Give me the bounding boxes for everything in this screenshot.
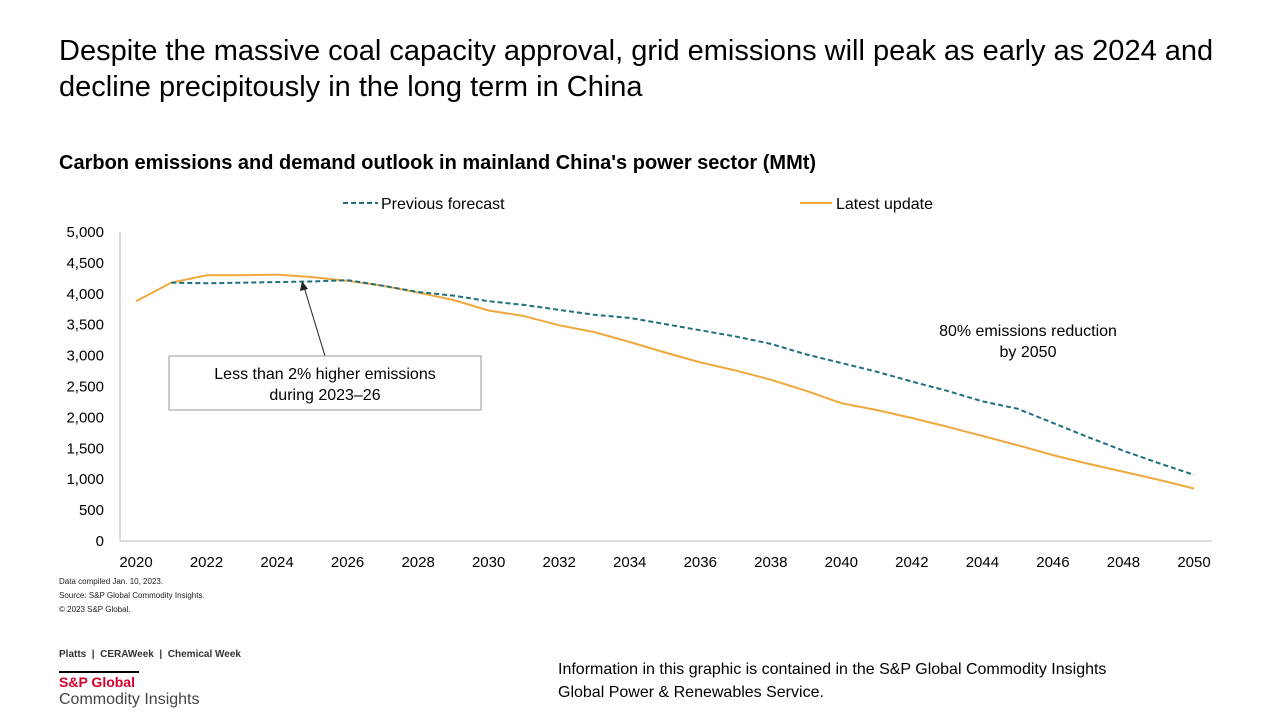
x-tick-label: 2034 <box>613 554 646 571</box>
brand-list: Platts | CERAWeek | Chemical Week <box>59 649 241 660</box>
y-tick-label: 2,000 <box>66 409 104 426</box>
y-tick-label: 4,000 <box>66 286 104 303</box>
annotation-reduction-line1: 80% emissions reduction <box>939 323 1117 340</box>
x-tick-label: 2022 <box>190 554 223 571</box>
x-tick-label: 2050 <box>1177 554 1210 571</box>
footnote-compiled: Data compiled Jan. 10, 2023. <box>59 577 164 586</box>
series-line-previous-forecast <box>171 279 1195 476</box>
chart-title: Carbon emissions and demand outlook in m… <box>59 152 817 174</box>
footnote-copyright: © 2023 S&P Global. <box>59 605 131 614</box>
x-tick-label: 2040 <box>825 554 858 571</box>
logo-commodity-insights: Commodity Insights <box>59 691 200 708</box>
y-tick-label: 4,500 <box>66 255 104 272</box>
logo-sp-global: S&P Global <box>59 674 135 690</box>
legend-label-previous: Previous forecast <box>381 196 505 213</box>
legend-label-latest: Latest update <box>836 196 933 213</box>
y-tick-label: 1,000 <box>66 471 104 488</box>
info-line2: Global Power & Renewables Service. <box>558 684 824 701</box>
y-tick-label: 0 <box>96 533 104 550</box>
annotation-box-line1: Less than 2% higher emissions <box>214 366 435 383</box>
annotation-arrow <box>303 286 326 357</box>
x-tick-label: 2048 <box>1107 554 1140 571</box>
x-tick-label: 2036 <box>684 554 717 571</box>
arrowhead-icon <box>300 281 308 291</box>
y-tick-label: 500 <box>79 502 104 519</box>
y-tick-label: 3,500 <box>66 317 104 334</box>
y-tick-label: 3,000 <box>66 348 104 365</box>
page-headline: Despite the massive coal capacity approv… <box>59 35 1214 103</box>
annotation-box <box>168 355 482 411</box>
x-tick-label: 2044 <box>966 554 999 571</box>
x-tick-label: 2020 <box>119 554 152 571</box>
logo-rule <box>59 671 139 673</box>
x-tick-label: 2032 <box>543 554 576 571</box>
y-tick-label: 5,000 <box>66 224 104 241</box>
y-tick-label: 1,500 <box>66 440 104 457</box>
y-tick-label: 2,500 <box>66 379 104 396</box>
x-tick-label: 2024 <box>260 554 293 571</box>
x-tick-label: 2042 <box>895 554 928 571</box>
x-tick-label: 2046 <box>1036 554 1069 571</box>
footnote-source: Source: S&P Global Commodity Insights. <box>59 591 205 600</box>
info-note: Information in this graphic is contained… <box>558 658 1238 704</box>
annotation-box-line2: during 2023–26 <box>269 387 380 404</box>
annotation-reduction-line2: by 2050 <box>1000 344 1057 361</box>
x-tick-label: 2038 <box>754 554 787 571</box>
x-tick-label: 2026 <box>331 554 364 571</box>
info-line1: Information in this graphic is contained… <box>558 661 1107 678</box>
x-tick-label: 2028 <box>401 554 434 571</box>
x-tick-label: 2030 <box>472 554 505 571</box>
